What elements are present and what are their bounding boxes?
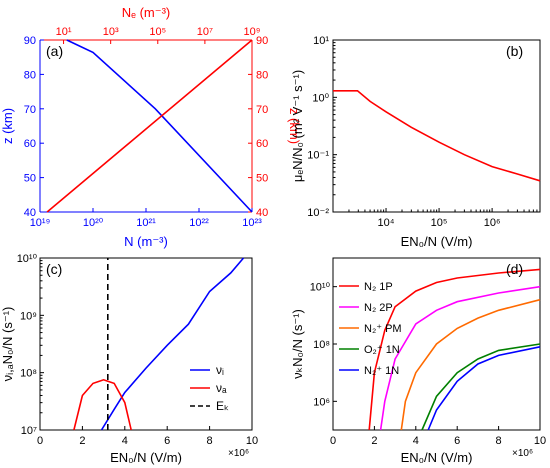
legend-label: νₐ: [216, 381, 227, 395]
y-axis-label: νₖN₀/N (s⁻¹): [290, 309, 305, 379]
y-tick-label: 10⁻²: [307, 207, 329, 219]
panel-label: (b): [506, 43, 523, 59]
y-tick-label: 10⁸: [20, 368, 37, 380]
x-bottom-tick-label: 10²⁰: [83, 217, 104, 229]
y-left-axis-label: z (km): [0, 108, 15, 144]
electron-density-line: [46, 39, 253, 213]
y-right-tick-label: 80: [256, 69, 268, 81]
x-bottom-tick-label: 10¹⁹: [30, 217, 51, 229]
x-tick-label: 10⁶: [484, 217, 501, 229]
y-right-tick-label: 60: [256, 138, 268, 150]
legend-label: Eₖ: [216, 399, 229, 413]
x-tick-label: 4: [413, 435, 419, 447]
x-tick-label: 6: [164, 435, 170, 447]
x-tick-label: 4: [122, 435, 128, 447]
x-bottom-axis-label: N (m⁻³): [124, 234, 168, 249]
y-left-tick-label: 80: [24, 69, 36, 81]
y-left-tick-label: 40: [24, 207, 36, 219]
legend-label: N₂⁺ PM: [364, 323, 402, 335]
x-tick-label: 0: [330, 435, 336, 447]
x-tick-label: 10: [246, 435, 258, 447]
panel-b: 10⁴ 10⁵ 10⁶ 10⁻² 10⁻¹ 10⁰ 10¹ (b) EN₀/N (V/m) μₑN…: [290, 35, 541, 249]
y-right-tick-label: 90: [256, 35, 268, 47]
y-tick-label: 10⁹: [20, 310, 37, 322]
attachment-line: [73, 378, 132, 431]
y-axis-label: μₑN/N₀ (m² V⁻¹ s⁻¹): [290, 70, 305, 182]
y-right-axis-label: z (km): [287, 108, 302, 144]
panel-label: (c): [46, 261, 62, 277]
y-tick-label: 10¹⁰: [17, 253, 38, 265]
x-top-tick-label: 10³: [103, 26, 119, 38]
plot-frame: [332, 39, 541, 213]
panel-a: 10¹⁹ 10²⁰ 10²¹ 10²² 10²³ 10¹ 10³ 10⁵ 10⁷ 10⁹ 40 40 5…: [0, 5, 302, 249]
x-axis-label: EN₀/N (V/m): [110, 450, 182, 465]
y-left-tick-label: 60: [24, 138, 36, 150]
emission-band-line-5: [427, 346, 541, 431]
x-top-axis-label: Nₑ (m⁻³): [122, 5, 171, 20]
emission-band-line-2: [379, 285, 541, 431]
y-left-tick-label: 90: [24, 35, 36, 47]
emission-band-line-4: [421, 343, 541, 431]
panel-c: 0 2 4 6 8 10 10⁷ 10⁸ 10⁹ 10¹⁰ νᵢ νₐ Eₖ (c) ×10⁶ EN₀/N (…: [0, 253, 258, 465]
y-left-tick-label: 70: [24, 104, 36, 116]
x-tick-label: 6: [454, 435, 460, 447]
emission-band-line-1: [368, 268, 541, 431]
y-tick-label: 10⁸: [313, 339, 330, 351]
legend-label: O₂⁺ 1N: [364, 344, 400, 356]
x-multiplier: ×10⁶: [228, 448, 249, 459]
ionization-line: [100, 257, 245, 431]
y-axis-label: νᵢ,ₐN₀/N (s⁻¹): [0, 307, 15, 382]
mobility-line: [333, 90, 541, 182]
emission-band-line-3: [400, 298, 541, 431]
x-multiplier: ×10⁶: [512, 448, 533, 459]
x-tick-label: 10⁵: [431, 217, 448, 229]
x-tick-label: 8: [207, 435, 213, 447]
y-tick-label: 10¹⁰: [310, 282, 331, 294]
x-tick-label: 0: [37, 435, 43, 447]
x-tick-label: 10: [534, 435, 546, 447]
x-tick-label: 2: [79, 435, 85, 447]
y-right-tick-label: 70: [256, 104, 268, 116]
legend-label: N₂⁺ 1N: [364, 365, 399, 377]
panel-d: 0 2 4 6 8 10 10⁶ 10⁸ 10¹⁰ N₂ 1P N₂ 2P N₂⁺ PM O₂⁺ 1N N…: [290, 257, 546, 465]
x-bottom-tick-label: 10²¹: [136, 217, 156, 229]
legend-label: N₂ 1P: [364, 281, 393, 293]
panel-label: (a): [46, 43, 63, 59]
y-tick-label: 10⁻¹: [307, 150, 329, 162]
x-axis-label: EN₀/N (V/m): [401, 234, 473, 249]
plot-frame: [39, 257, 253, 431]
x-axis-label: EN₀/N (V/m): [401, 450, 473, 465]
x-bottom-tick-label: 10²³: [242, 217, 262, 229]
y-tick-label: 10¹: [313, 35, 329, 47]
x-top-tick-label: 10⁷: [197, 26, 213, 38]
y-tick-label: 10⁶: [313, 396, 330, 408]
y-tick-label: 10⁷: [21, 425, 37, 437]
y-right-tick-label: 50: [256, 173, 268, 185]
x-tick-label: 8: [496, 435, 502, 447]
x-bottom-tick-label: 10²²: [189, 217, 209, 229]
legend-label: νᵢ: [216, 363, 224, 377]
x-top-tick-label: 10¹: [56, 26, 72, 38]
legend-label: N₂ 2P: [364, 302, 393, 314]
x-tick-label: 10⁴: [378, 217, 395, 229]
panel-label: (d): [506, 261, 523, 277]
x-top-tick-label: 10⁵: [149, 26, 166, 38]
neutral-density-line: [66, 39, 253, 213]
y-tick-label: 10⁰: [312, 92, 329, 104]
x-tick-label: 2: [371, 435, 377, 447]
y-left-tick-label: 50: [24, 173, 36, 185]
x-top-tick-label: 10⁹: [244, 26, 261, 38]
y-right-tick-label: 40: [256, 207, 268, 219]
